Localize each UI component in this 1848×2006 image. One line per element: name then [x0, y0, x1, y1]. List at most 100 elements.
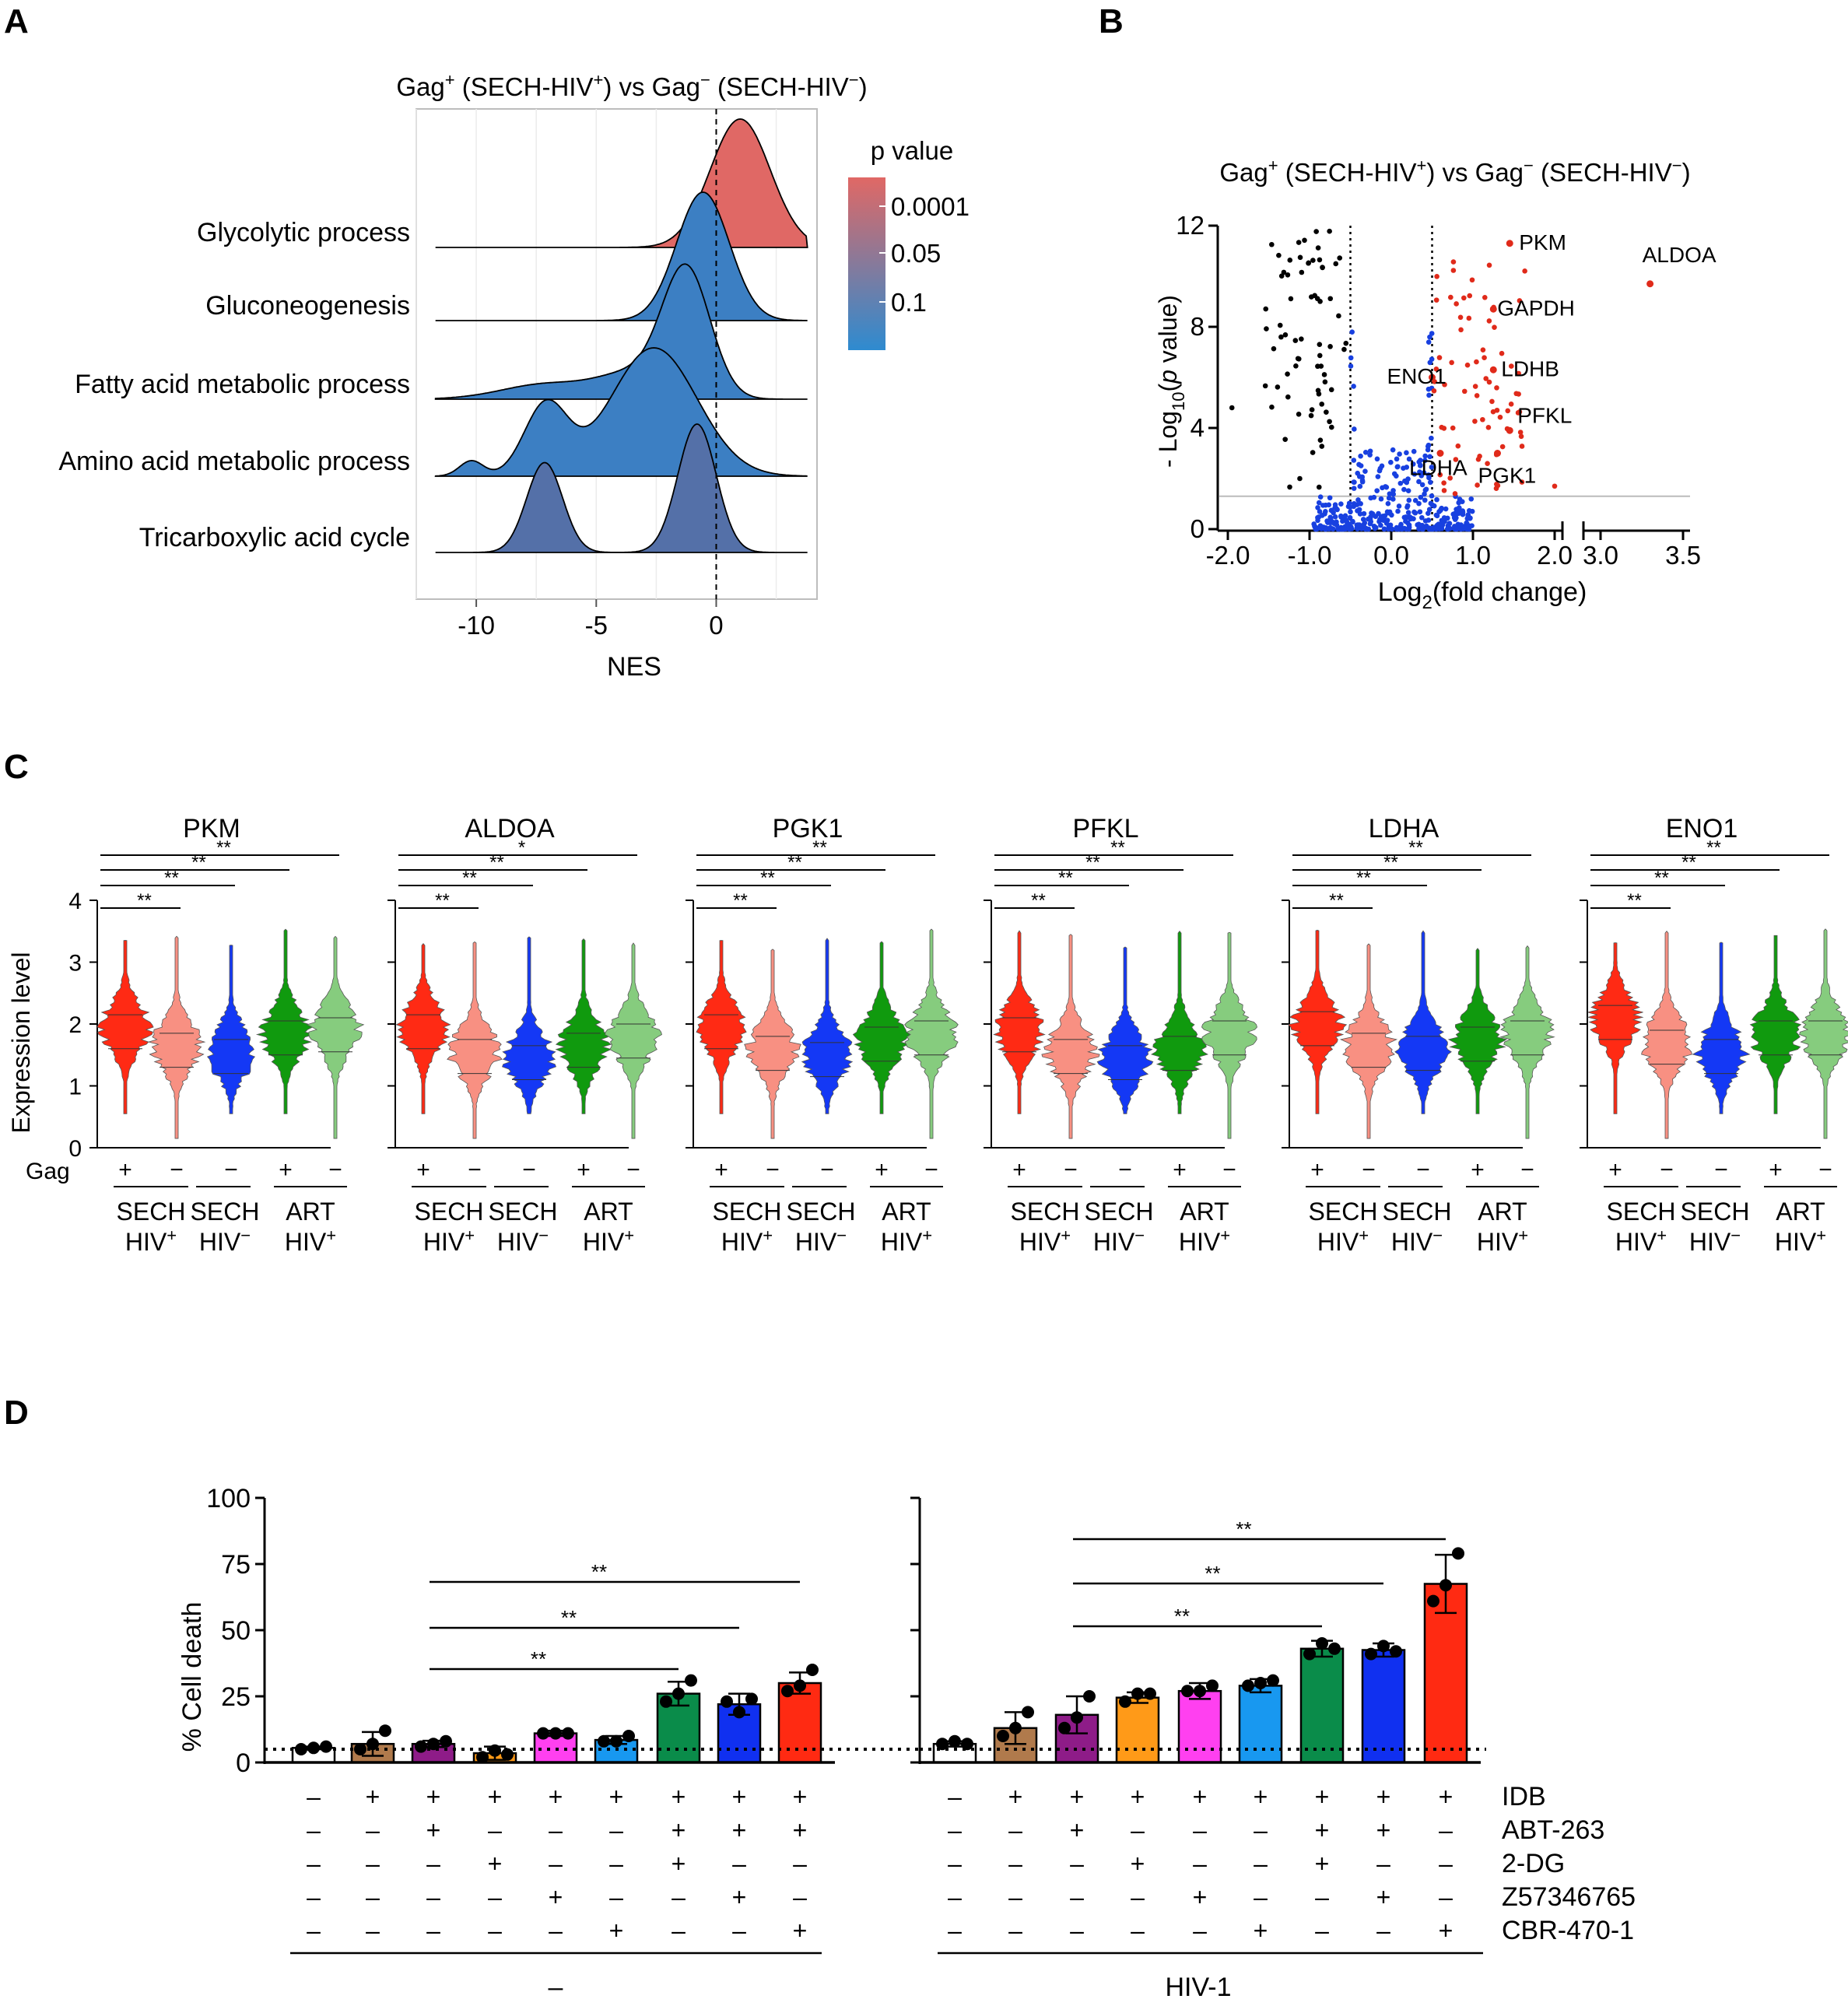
- point-down: [1277, 322, 1283, 328]
- point-ns: [1327, 524, 1334, 531]
- point-ns: [1429, 435, 1434, 441]
- panel-c-gag-label: Gag: [26, 1159, 70, 1184]
- point-ns: [1439, 505, 1444, 511]
- treatment-sign: +: [366, 1783, 380, 1811]
- point-up: [1467, 293, 1473, 299]
- group-label-bottom: HIV+: [285, 1226, 336, 1256]
- point-up: [1552, 483, 1558, 489]
- point-up: [1472, 384, 1478, 389]
- point-down: [1317, 257, 1323, 263]
- point-up: [1499, 444, 1506, 450]
- point-up: [1457, 314, 1464, 321]
- sig-label: **: [1329, 890, 1344, 911]
- gag-sign: −: [224, 1157, 238, 1183]
- data-point: [745, 1692, 758, 1706]
- data-point: [1242, 1679, 1254, 1692]
- y-tick-label: 75: [221, 1550, 251, 1580]
- point-down: [1269, 241, 1275, 247]
- point-ns: [1425, 339, 1432, 345]
- point-down: [1321, 372, 1327, 377]
- point-ns: [1404, 465, 1410, 470]
- point-ns: [1390, 491, 1396, 497]
- point-up: [1497, 414, 1503, 420]
- point-ns: [1386, 526, 1391, 532]
- point-ns: [1317, 509, 1323, 514]
- group-label-top: SECH: [191, 1198, 260, 1226]
- point-ns: [1429, 493, 1435, 499]
- group-label-bottom: HIV+: [1317, 1226, 1369, 1256]
- pathway-label: Tricarboxylic acid cycle: [139, 523, 410, 552]
- point-down: [1329, 424, 1334, 430]
- gag-sign: −: [626, 1157, 640, 1183]
- data-point: [415, 1740, 427, 1753]
- point-ns: [1412, 510, 1418, 516]
- point-up: [1469, 277, 1475, 283]
- point-ns: [1463, 523, 1468, 529]
- gag-sign: −: [1714, 1157, 1728, 1183]
- point-ns: [1327, 515, 1334, 521]
- treatment-sign: –: [1439, 1850, 1453, 1878]
- sig-label: **: [1383, 852, 1398, 873]
- point-down: [1262, 383, 1268, 389]
- point-ns: [1316, 500, 1322, 506]
- point-down: [1327, 296, 1334, 302]
- point-up: [1453, 457, 1459, 462]
- point-up: [1485, 425, 1492, 430]
- treatment-sign: –: [1131, 1883, 1145, 1911]
- treatment-sign: +: [549, 1783, 563, 1811]
- point-down: [1320, 265, 1325, 271]
- data-point: [997, 1730, 1009, 1742]
- treatment-sign: –: [948, 1850, 962, 1878]
- treatment-sign: –: [307, 1850, 321, 1878]
- point-ns: [1323, 502, 1329, 508]
- treatment-sign: –: [1008, 1816, 1022, 1844]
- point-up: [1518, 433, 1524, 440]
- bar-group-hiv: – – – – – + – – – – + + – – – + – + – – + – – + – + – – – + + + + – – + + – + –…: [910, 1496, 1486, 1945]
- point-ns: [1397, 480, 1404, 486]
- treatment-sign: –: [488, 1883, 502, 1911]
- violin: [605, 942, 662, 1139]
- x-tick-label: 3.5: [1665, 541, 1701, 570]
- point-ns: [1318, 524, 1324, 530]
- point-up: [1447, 475, 1453, 481]
- gene-label: GAPDH: [1497, 296, 1575, 320]
- point-ns: [1404, 450, 1409, 456]
- point-down: [1269, 404, 1275, 410]
- comparison-label: **: [1205, 1562, 1220, 1585]
- group-label-top: SECH: [787, 1198, 856, 1226]
- point-down: [1287, 484, 1292, 490]
- treatment-sign: +: [488, 1783, 503, 1811]
- point-down: [1315, 245, 1321, 251]
- ridge-2: [434, 263, 808, 400]
- point-ns: [1358, 453, 1363, 459]
- point-ns: [1422, 458, 1428, 464]
- gag-sign: −: [1362, 1157, 1376, 1183]
- point-ns: [1406, 524, 1412, 530]
- violin: [1339, 943, 1398, 1139]
- point-up: [1485, 461, 1490, 467]
- data-point: [1181, 1685, 1194, 1698]
- treatment-sign: –: [732, 1917, 746, 1945]
- point-down: [1306, 260, 1312, 266]
- point-ns: [1378, 496, 1384, 502]
- treatment-sign: +: [609, 1917, 624, 1945]
- point-up: [1483, 376, 1489, 381]
- treatment-sign: –: [1439, 1816, 1453, 1844]
- treatment-sign: +: [793, 1783, 808, 1811]
- treatment-sign: –: [948, 1917, 962, 1945]
- treatment-sign: –: [366, 1850, 380, 1878]
- group-label-top: SECH: [713, 1198, 782, 1226]
- panel-b-ylabel: - Log10(p value): [1154, 295, 1188, 468]
- point-down: [1343, 340, 1349, 346]
- point-ns: [1396, 503, 1402, 509]
- gag-sign: −: [1064, 1157, 1078, 1183]
- group-label-bottom: HIV−: [795, 1226, 847, 1256]
- treatment-sign: –: [488, 1816, 502, 1844]
- point-down: [1271, 345, 1277, 352]
- point-ns: [1361, 510, 1367, 517]
